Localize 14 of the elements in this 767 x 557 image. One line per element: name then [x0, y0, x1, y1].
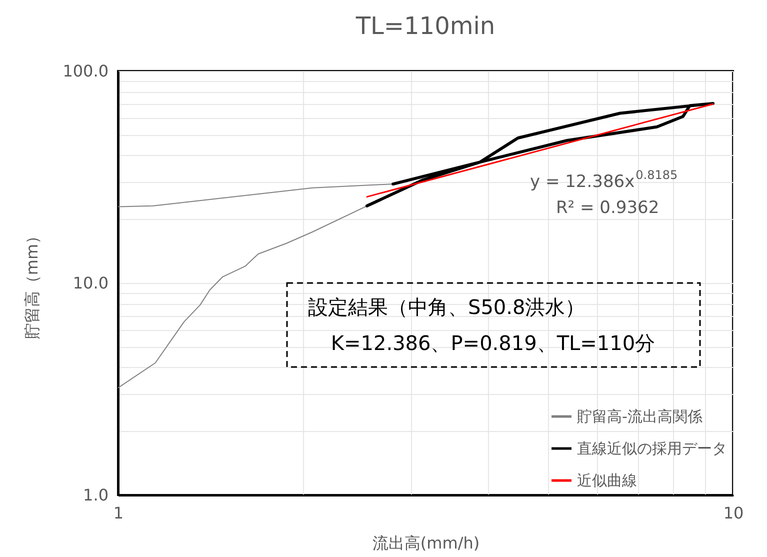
x-tick-label: 10	[723, 504, 744, 522]
chart-title: TL=110min	[354, 12, 496, 40]
annotation: 設定結果（中角、S50.8洪水）	[308, 295, 586, 319]
x-tick-label: 1	[113, 504, 124, 522]
legend-label: 貯留高-流出高関係	[577, 408, 702, 426]
annotation: K=12.386、P=0.819、TL=110分	[330, 331, 656, 355]
legend-label: 直線近似の採用データ	[577, 440, 727, 458]
y-tick-label: 100.0	[62, 62, 108, 80]
y-tick-label: 1.0	[83, 486, 108, 504]
annotation: R² = 0.9362	[556, 198, 660, 218]
x-axis-title: 流出高(mm/h)	[372, 534, 480, 552]
y-tick-label: 10.0	[72, 274, 108, 292]
legend-label: 近似曲線	[577, 472, 637, 490]
y-axis-title: 貯留高（mm）	[22, 228, 42, 340]
